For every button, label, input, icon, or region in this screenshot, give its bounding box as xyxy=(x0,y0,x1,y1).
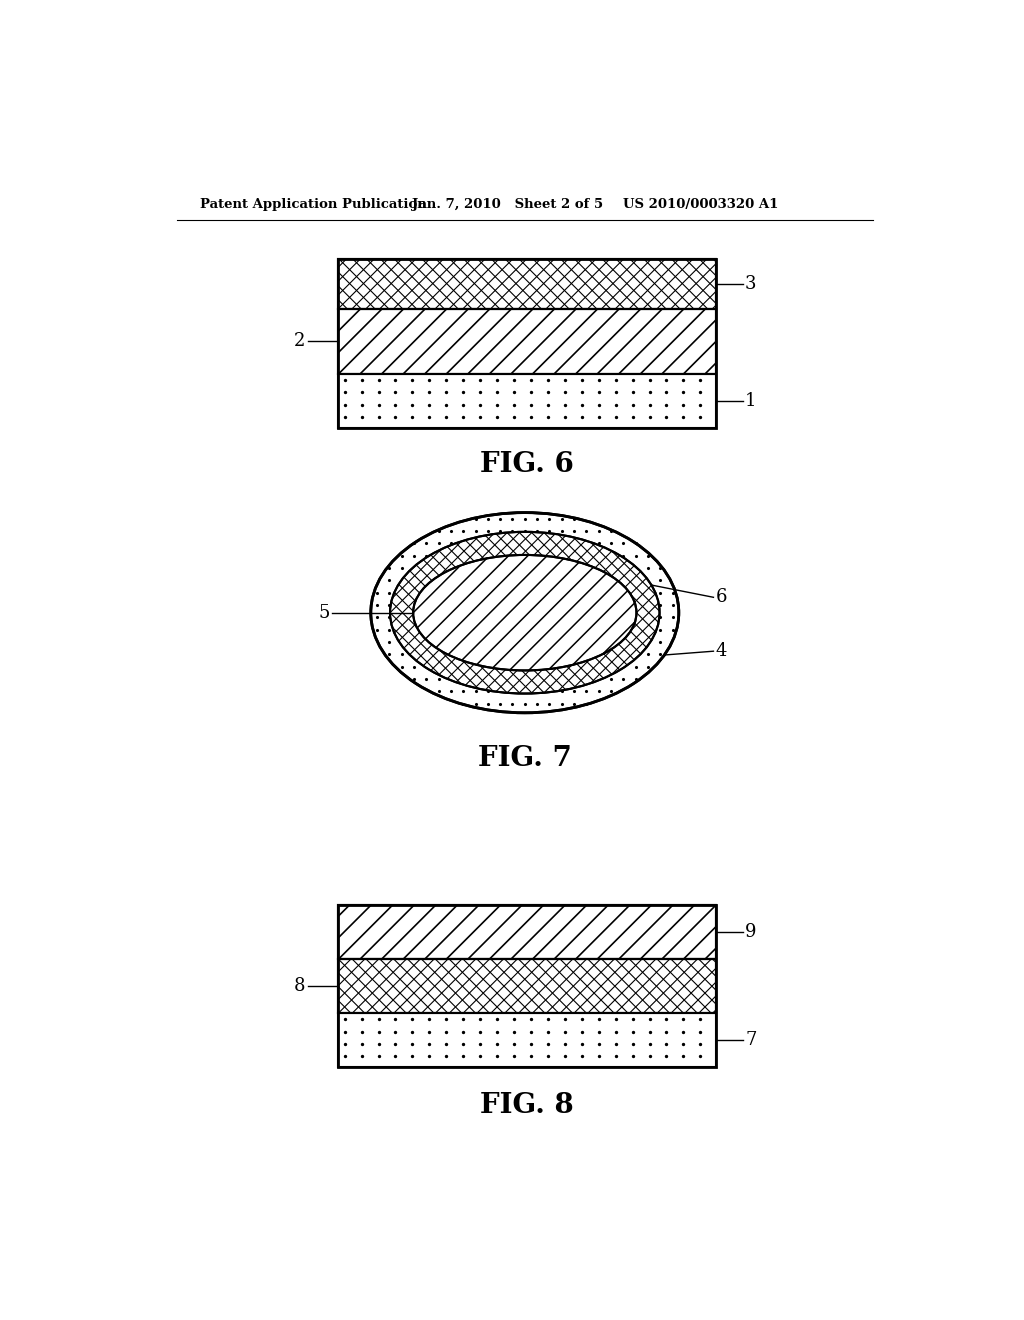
Bar xyxy=(339,906,716,960)
Text: 2: 2 xyxy=(294,333,305,350)
Bar xyxy=(339,960,716,1014)
Text: US 2010/0003320 A1: US 2010/0003320 A1 xyxy=(624,198,778,211)
Text: 1: 1 xyxy=(745,392,757,411)
Text: 8: 8 xyxy=(294,977,305,995)
Bar xyxy=(339,960,716,1014)
Text: 7: 7 xyxy=(745,1031,757,1049)
Bar xyxy=(339,259,716,309)
Bar xyxy=(339,309,716,374)
Ellipse shape xyxy=(371,512,679,713)
Bar xyxy=(339,906,716,960)
Bar xyxy=(339,259,716,428)
Bar xyxy=(339,309,716,374)
Bar xyxy=(339,259,716,309)
Text: Jan. 7, 2010   Sheet 2 of 5: Jan. 7, 2010 Sheet 2 of 5 xyxy=(412,198,603,211)
Text: FIG. 7: FIG. 7 xyxy=(478,746,571,772)
Text: 6: 6 xyxy=(716,589,727,606)
Bar xyxy=(339,374,716,428)
Bar xyxy=(339,1014,716,1067)
Text: 3: 3 xyxy=(745,275,757,293)
Bar xyxy=(339,906,716,1067)
Text: FIG. 6: FIG. 6 xyxy=(480,451,574,478)
Text: 9: 9 xyxy=(745,923,757,941)
Text: FIG. 8: FIG. 8 xyxy=(480,1092,574,1119)
Text: 4: 4 xyxy=(716,643,727,660)
Ellipse shape xyxy=(390,532,659,693)
Text: 5: 5 xyxy=(318,603,330,622)
Text: Patent Application Publication: Patent Application Publication xyxy=(200,198,427,211)
Ellipse shape xyxy=(413,554,637,671)
